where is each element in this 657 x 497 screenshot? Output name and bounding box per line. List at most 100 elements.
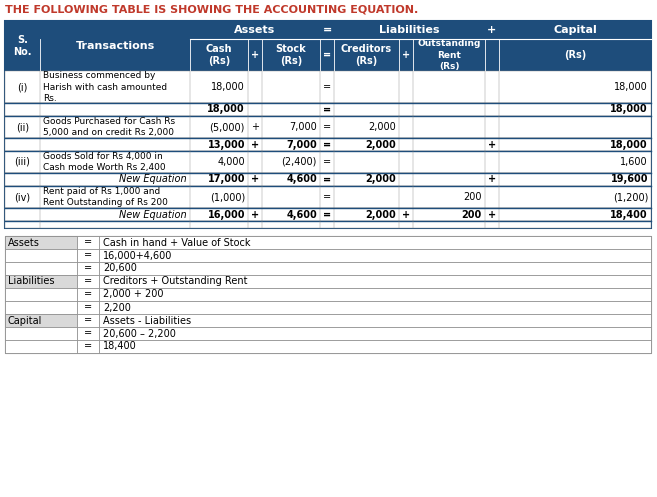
Bar [99, 249, 651, 262]
Text: =: = [84, 263, 92, 273]
Text: =: = [323, 25, 332, 35]
Text: 17,000: 17,000 [208, 174, 245, 184]
Text: =: = [323, 157, 331, 167]
Bar [5, 71, 651, 103]
Text: +: + [251, 174, 259, 184]
Bar [99, 301, 651, 314]
Text: =: = [84, 289, 92, 300]
Text: Stock
(Rs): Stock (Rs) [276, 44, 306, 66]
Text: =: = [84, 316, 92, 326]
Text: (iii): (iii) [14, 157, 30, 167]
Text: Capital: Capital [8, 316, 42, 326]
Text: 1,600: 1,600 [620, 157, 648, 167]
Text: 20,600: 20,600 [103, 263, 137, 273]
Text: =: = [323, 122, 331, 132]
Text: =: = [323, 210, 331, 220]
Bar [5, 275, 77, 288]
Text: (ii): (ii) [16, 122, 29, 132]
Text: 4,600: 4,600 [286, 210, 317, 220]
Bar [77, 262, 99, 275]
Text: Rent paid of Rs 1,000 and
Rent Outstanding of Rs 200: Rent paid of Rs 1,000 and Rent Outstandi… [43, 187, 168, 207]
Text: Cash in hand + Value of Stock: Cash in hand + Value of Stock [103, 238, 250, 248]
Text: +: + [251, 140, 259, 150]
Text: Assets: Assets [235, 25, 276, 35]
Bar [5, 186, 651, 208]
Text: Business commenced by
Harish with cash amounted
Rs.: Business commenced by Harish with cash a… [43, 72, 167, 102]
Bar [77, 301, 99, 314]
Bar [5, 262, 77, 275]
Text: 19,600: 19,600 [610, 174, 648, 184]
Text: =: = [323, 140, 331, 150]
Text: =: = [84, 238, 92, 248]
Text: =: = [323, 50, 331, 60]
Text: Liabilities: Liabilities [8, 276, 55, 286]
Text: 7,000: 7,000 [289, 122, 317, 132]
Bar [77, 275, 99, 288]
Bar [5, 116, 651, 138]
Text: New Equation: New Equation [120, 174, 187, 184]
Text: 13,000: 13,000 [208, 140, 245, 150]
Bar [5, 314, 77, 327]
Bar [5, 327, 77, 340]
Text: Assets - Liabilities: Assets - Liabilities [103, 316, 191, 326]
Text: 2,200: 2,200 [103, 303, 131, 313]
Text: =: = [84, 276, 92, 286]
Bar [99, 340, 651, 353]
Text: =: = [323, 82, 331, 92]
Text: (1,000): (1,000) [210, 192, 245, 202]
Text: 16,000+4,600: 16,000+4,600 [103, 250, 172, 260]
Text: =: = [323, 104, 331, 114]
Bar [5, 249, 77, 262]
Text: 18,000: 18,000 [208, 104, 245, 114]
Bar [77, 314, 99, 327]
Text: =: = [84, 329, 92, 338]
Bar [99, 275, 651, 288]
Text: 4,600: 4,600 [286, 174, 317, 184]
Text: 18,000: 18,000 [610, 140, 648, 150]
Text: +: + [251, 122, 259, 132]
Bar [99, 288, 651, 301]
Text: 4,000: 4,000 [217, 157, 245, 167]
Text: 7,000: 7,000 [286, 140, 317, 150]
Text: New Equation: New Equation [120, 210, 187, 220]
Text: THE FOLLOWING TABLE IS SHOWING THE ACCOUNTING EQUATION.: THE FOLLOWING TABLE IS SHOWING THE ACCOU… [5, 5, 419, 15]
Text: =: = [84, 250, 92, 260]
Text: S.
No.: S. No. [13, 35, 32, 57]
Text: Creditors + Outstanding Rent: Creditors + Outstanding Rent [103, 276, 248, 286]
Text: +: + [402, 50, 410, 60]
Text: =: = [84, 303, 92, 313]
Bar [5, 221, 651, 228]
Text: +: + [488, 174, 496, 184]
Text: 18,000: 18,000 [614, 82, 648, 92]
Bar [5, 340, 77, 353]
Bar [99, 314, 651, 327]
Text: 18,000: 18,000 [212, 82, 245, 92]
Bar [99, 236, 651, 249]
Text: 2,000: 2,000 [365, 174, 396, 184]
Bar [5, 103, 651, 116]
Text: +: + [487, 25, 497, 35]
Text: +: + [251, 210, 259, 220]
Text: 18,000: 18,000 [610, 104, 648, 114]
Text: 200: 200 [463, 192, 482, 202]
Bar [5, 138, 651, 151]
Bar [77, 288, 99, 301]
Text: Outstanding
Rent
(Rs): Outstanding Rent (Rs) [417, 39, 481, 71]
Text: 2,000 + 200: 2,000 + 200 [103, 289, 164, 300]
Text: Goods Sold for Rs 4,000 in
Cash mode Worth Rs 2,400: Goods Sold for Rs 4,000 in Cash mode Wor… [43, 152, 166, 172]
Text: Transactions: Transactions [76, 41, 154, 51]
Bar [5, 208, 651, 221]
Text: =: = [84, 341, 92, 351]
Text: =: = [323, 174, 331, 184]
Text: (Rs): (Rs) [564, 50, 586, 60]
Text: Capital: Capital [553, 25, 597, 35]
Text: +: + [251, 50, 259, 60]
Text: 18,400: 18,400 [610, 210, 648, 220]
Text: +: + [488, 210, 496, 220]
Text: 2,000: 2,000 [369, 122, 396, 132]
Bar [5, 288, 77, 301]
Text: =: = [323, 192, 331, 202]
Text: +: + [402, 210, 410, 220]
Text: 20,600 – 2,200: 20,600 – 2,200 [103, 329, 176, 338]
Text: Cash
(Rs): Cash (Rs) [206, 44, 233, 66]
